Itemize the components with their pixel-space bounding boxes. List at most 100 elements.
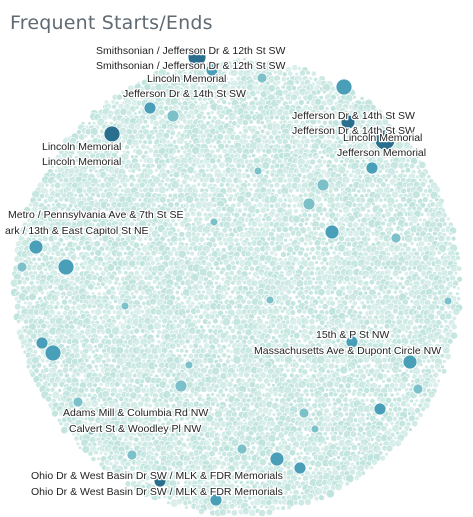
bubble [248, 187, 254, 192]
bubble [51, 381, 59, 389]
bubble [122, 182, 128, 189]
bubble [308, 240, 314, 246]
bubble [264, 181, 270, 188]
bubble [298, 127, 306, 135]
bubble [276, 99, 282, 105]
bubble [254, 208, 261, 214]
bubble [58, 304, 64, 310]
bubble [200, 347, 207, 354]
bubble [313, 309, 319, 315]
bubble [448, 231, 453, 237]
bubble [159, 196, 167, 204]
bubble [403, 202, 409, 208]
bubble [207, 232, 212, 237]
bubble [320, 155, 325, 160]
bubble [333, 186, 340, 193]
bubble [94, 169, 99, 174]
bubble [125, 177, 131, 184]
bubble [301, 309, 307, 315]
bubble [169, 342, 177, 350]
bubble [91, 120, 97, 126]
bubble [240, 298, 247, 305]
bubble [137, 266, 143, 271]
bubble [242, 265, 250, 272]
bubble [75, 244, 82, 252]
bubble [269, 250, 275, 256]
bubble [444, 352, 452, 360]
bubble [316, 226, 321, 231]
bubble [107, 279, 113, 285]
bubble [329, 289, 335, 295]
bubble [251, 153, 256, 158]
bubble [359, 118, 366, 125]
bubble [232, 89, 239, 95]
bubble [304, 216, 310, 222]
bubble [285, 367, 291, 374]
bubble [277, 130, 282, 135]
bubble [271, 147, 279, 154]
bubble [275, 226, 283, 233]
bubble [198, 236, 206, 243]
bubble [231, 264, 238, 271]
bubble [302, 337, 308, 343]
bubble [232, 372, 239, 379]
bubble [434, 236, 439, 241]
bubble [153, 363, 159, 369]
bubble [456, 265, 463, 272]
bubble [218, 396, 224, 402]
bubble [442, 359, 447, 364]
bubble [440, 364, 445, 370]
bubble [256, 376, 264, 383]
bubble [169, 135, 174, 140]
bubble [261, 314, 266, 319]
bubble [94, 286, 99, 291]
bubble [176, 136, 185, 145]
bubble [357, 212, 364, 218]
bubble [255, 89, 261, 95]
bubble [214, 177, 222, 184]
bubble [189, 279, 195, 285]
bubble [111, 103, 117, 110]
bubble [14, 302, 22, 311]
bubble [426, 358, 432, 364]
bubble [381, 356, 388, 363]
bubble [47, 284, 54, 290]
bubble [226, 372, 233, 379]
bubble [318, 104, 325, 111]
bubble [215, 265, 221, 272]
bubble [175, 348, 180, 353]
bubble [378, 197, 384, 203]
bubble [209, 266, 214, 271]
bubble [442, 221, 448, 227]
bubble [302, 241, 308, 247]
bubble [364, 221, 369, 227]
bubble [297, 380, 307, 389]
bubble [206, 385, 214, 393]
bubble [296, 113, 303, 120]
bubble [308, 318, 316, 325]
bubble [106, 202, 111, 208]
bubble [439, 324, 444, 329]
bubble [173, 221, 179, 227]
bubble [131, 177, 137, 183]
bubble [333, 206, 339, 212]
bubble [414, 398, 419, 403]
bubble [22, 279, 28, 286]
bubble [94, 356, 103, 364]
bubble [392, 221, 397, 226]
bubble [337, 165, 347, 175]
bubble [418, 161, 427, 169]
bubble [357, 218, 362, 223]
bubble [235, 201, 242, 208]
bubble [275, 244, 283, 252]
bubble [38, 377, 44, 383]
bubble [53, 181, 62, 190]
bubble [138, 132, 146, 141]
bubble [421, 358, 427, 364]
bubble [259, 120, 265, 125]
bubble [71, 309, 78, 316]
bubble [140, 309, 145, 314]
bubble [16, 318, 22, 324]
bubble [94, 249, 103, 257]
